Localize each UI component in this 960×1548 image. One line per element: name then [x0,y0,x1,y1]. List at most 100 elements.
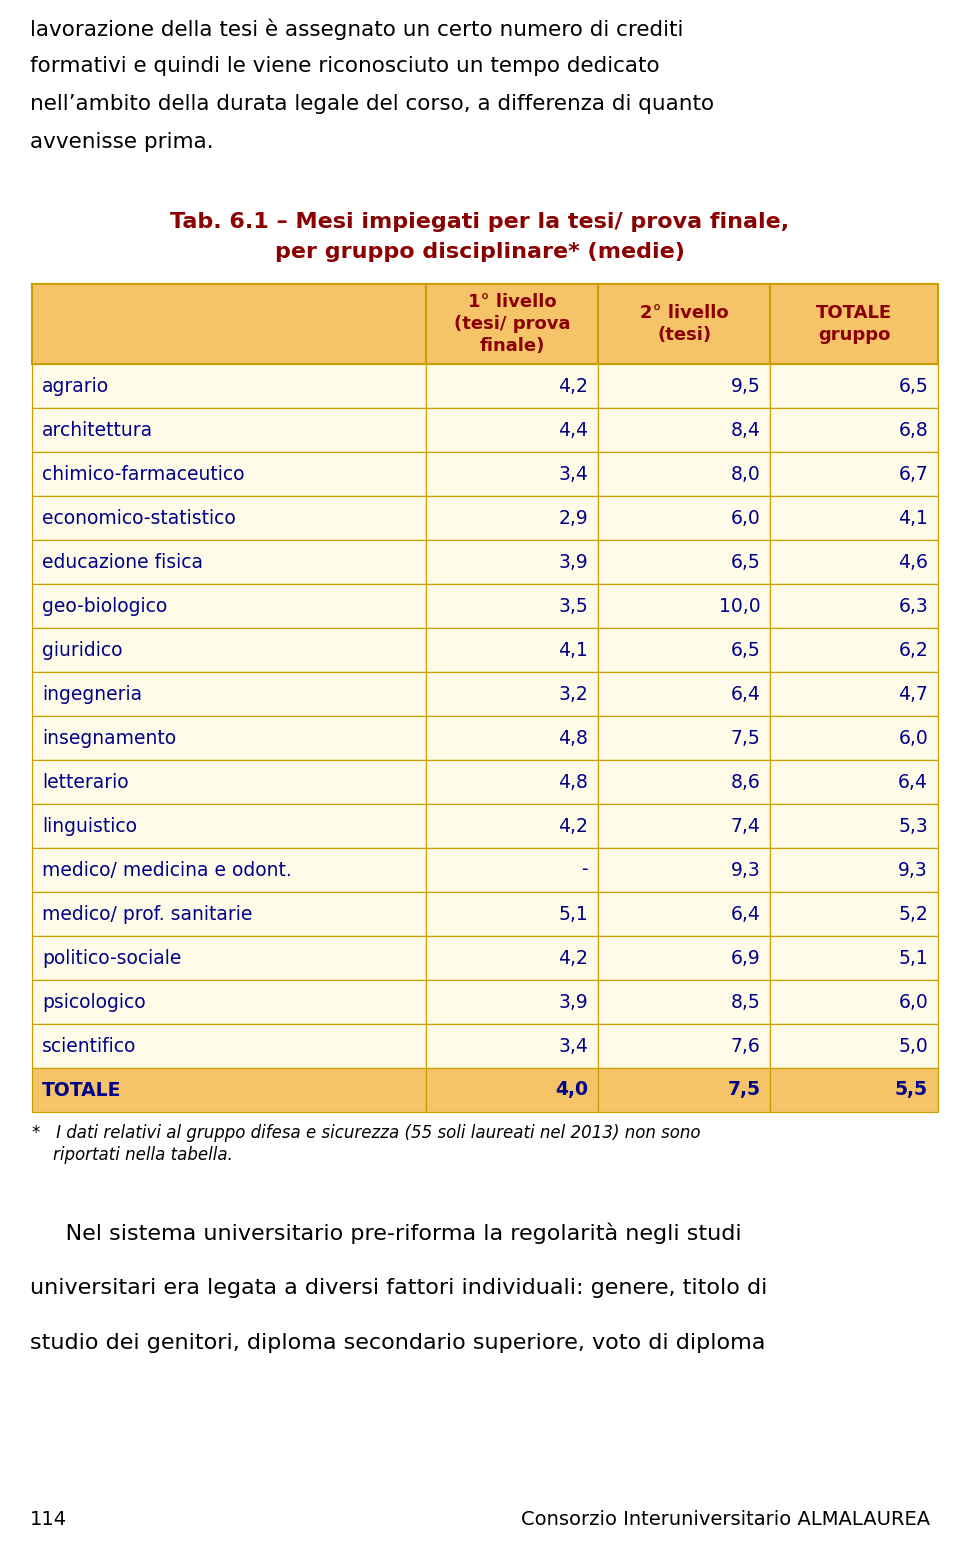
Text: 9,5: 9,5 [731,376,760,395]
Bar [770,672,938,717]
Bar [770,980,938,1023]
Bar [426,848,598,892]
Bar [770,803,938,848]
Bar [598,980,770,1023]
Bar [598,760,770,803]
Text: giuridico: giuridico [42,641,123,659]
Bar [598,848,770,892]
Bar [770,452,938,495]
Text: 6,4: 6,4 [731,904,760,924]
Text: psicologico: psicologico [42,992,146,1011]
Bar [32,760,426,803]
Text: studio dei genitori, diploma secondario superiore, voto di diploma: studio dei genitori, diploma secondario … [30,1333,765,1353]
Text: 3,4: 3,4 [559,1037,588,1056]
Text: 6,4: 6,4 [731,684,760,703]
Text: 3,2: 3,2 [559,684,588,703]
Bar [32,364,426,409]
Text: 3,5: 3,5 [559,596,588,616]
Bar [426,803,598,848]
Bar [426,1023,598,1068]
Text: 4,2: 4,2 [559,949,588,968]
Text: 6,0: 6,0 [899,729,928,748]
Bar [770,540,938,584]
Text: 6,0: 6,0 [899,992,928,1011]
Text: scientifico: scientifico [42,1037,136,1056]
Bar [32,717,426,760]
Text: 6,8: 6,8 [899,421,928,440]
Text: nell’ambito della durata legale del corso, a differenza di quanto: nell’ambito della durata legale del cors… [30,94,714,115]
Text: 6,4: 6,4 [899,772,928,791]
Text: 1° livello
(tesi/ prova
finale): 1° livello (tesi/ prova finale) [454,293,570,354]
Bar [426,584,598,628]
Bar [426,283,598,364]
Bar [598,937,770,980]
Text: 5,2: 5,2 [899,904,928,924]
Text: per gruppo disciplinare* (medie): per gruppo disciplinare* (medie) [276,241,684,262]
Text: 4,1: 4,1 [559,641,588,659]
Text: 4,4: 4,4 [559,421,588,440]
Text: 7,5: 7,5 [731,729,760,748]
Text: 6,5: 6,5 [731,553,760,571]
Bar [32,495,426,540]
Text: avvenisse prima.: avvenisse prima. [30,132,214,152]
Text: architettura: architettura [42,421,154,440]
Text: letterario: letterario [42,772,129,791]
Bar [598,540,770,584]
Text: 7,5: 7,5 [728,1081,760,1099]
Text: 7,6: 7,6 [731,1037,760,1056]
Text: insegnamento: insegnamento [42,729,176,748]
Text: 10,0: 10,0 [719,596,760,616]
Bar [770,495,938,540]
Text: 4,0: 4,0 [555,1081,588,1099]
Bar [426,628,598,672]
Bar [426,937,598,980]
Bar [32,409,426,452]
Text: 3,9: 3,9 [559,553,588,571]
Bar [32,283,426,364]
Bar [32,1023,426,1068]
Bar [598,892,770,937]
Text: 3,4: 3,4 [559,464,588,483]
Text: 6,7: 6,7 [899,464,928,483]
Text: TOTALE
gruppo: TOTALE gruppo [816,303,892,344]
Text: 4,2: 4,2 [559,816,588,836]
Bar [770,892,938,937]
Bar [32,452,426,495]
Text: 4,8: 4,8 [559,772,588,791]
Text: agrario: agrario [42,376,109,395]
Text: 8,5: 8,5 [731,992,760,1011]
Bar [426,980,598,1023]
Bar [598,672,770,717]
Text: 8,6: 8,6 [731,772,760,791]
Text: formativi e quindi le viene riconosciuto un tempo dedicato: formativi e quindi le viene riconosciuto… [30,56,660,76]
Text: 9,3: 9,3 [899,861,928,879]
Text: 4,2: 4,2 [559,376,588,395]
Bar [32,628,426,672]
Bar [32,892,426,937]
Bar [598,452,770,495]
Bar [770,364,938,409]
Text: 6,3: 6,3 [899,596,928,616]
Bar [426,892,598,937]
Bar [770,628,938,672]
Bar [770,717,938,760]
Text: ingegneria: ingegneria [42,684,142,703]
Text: 6,5: 6,5 [899,376,928,395]
Bar [426,452,598,495]
Bar [32,980,426,1023]
Bar [426,409,598,452]
Bar [770,760,938,803]
Bar [32,1068,426,1111]
Text: 5,3: 5,3 [899,816,928,836]
Text: 8,4: 8,4 [731,421,760,440]
Text: 4,7: 4,7 [899,684,928,703]
Text: 7,4: 7,4 [731,816,760,836]
Bar [770,283,938,364]
Bar [426,760,598,803]
Text: 5,5: 5,5 [895,1081,928,1099]
Bar [770,848,938,892]
Bar [426,672,598,717]
Bar [426,717,598,760]
Text: linguistico: linguistico [42,816,137,836]
Text: lavorazione della tesi è assegnato un certo numero di crediti: lavorazione della tesi è assegnato un ce… [30,19,684,40]
